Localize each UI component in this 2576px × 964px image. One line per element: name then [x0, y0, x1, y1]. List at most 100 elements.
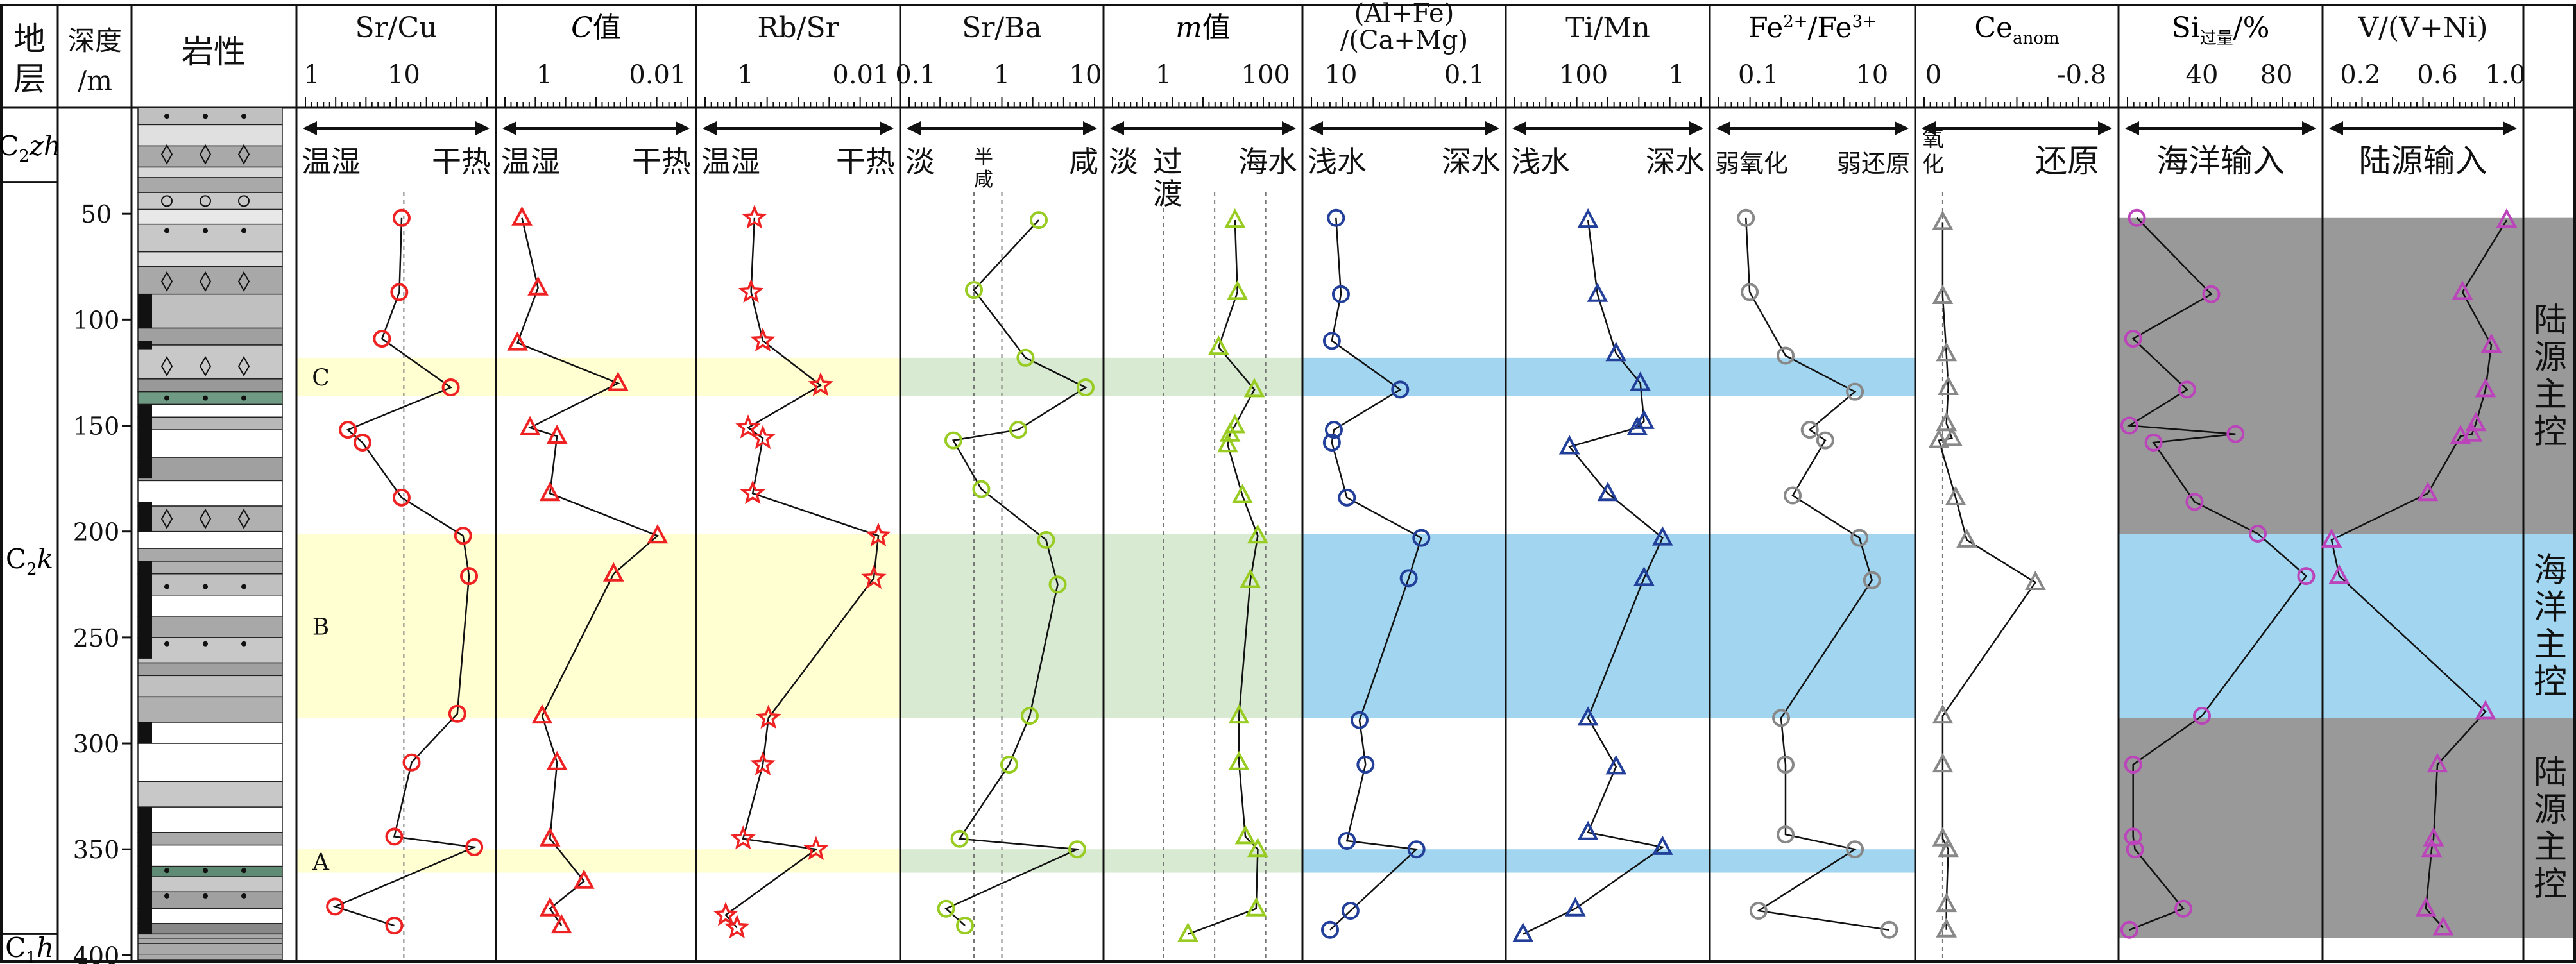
direction-label-al_fe: 浅水 [1308, 144, 1367, 179]
direction-label-mid-m_value: 过 [1153, 144, 1182, 179]
data-point-ti_mn [1577, 208, 1599, 228]
data-point-fe2_fe3 [1737, 208, 1755, 227]
data-point-m_value [1247, 524, 1268, 544]
data-point-ce_anom [1936, 342, 1958, 362]
lithology-dot [241, 893, 246, 899]
data-point-c_value [539, 897, 561, 917]
lithology-layer [137, 675, 283, 698]
data-point-sr_cu [441, 378, 460, 397]
lithology-layer [137, 561, 283, 575]
tick-label-sr_cu: 1 [303, 60, 320, 90]
tick-label-ti_mn: 100 [1559, 60, 1608, 90]
arrow-head-right [1282, 121, 1296, 135]
tick-label-m_value: 1 [1156, 60, 1172, 90]
side-label-char: 主 [2534, 626, 2567, 664]
lithology-dot [241, 395, 246, 401]
lithology-layer [137, 480, 283, 507]
lithology-diamond [237, 508, 250, 529]
data-point-m_value [1217, 433, 1238, 453]
data-point-fe2_fe3 [1777, 756, 1795, 774]
data-point-sr_ba [937, 899, 955, 918]
lithology-layer [137, 208, 283, 225]
data-point-ce_anom [1932, 752, 1954, 773]
series-line-sr_cu [332, 217, 477, 927]
highlight-band-C [696, 357, 900, 396]
data-point-sr_ba [965, 281, 984, 300]
data-point-sr_ba [955, 917, 974, 935]
arrow-head-left [2329, 121, 2343, 135]
data-point-ti_mn [1577, 706, 1599, 726]
direction-label-rb_sr: 干热 [836, 144, 895, 179]
arrow-head-left [1922, 121, 1936, 135]
lithology-layer [137, 166, 283, 178]
data-point-c_value [602, 562, 624, 582]
data-point-al_fe [1412, 529, 1431, 547]
direction-label-si_excess: 海洋输入 [2156, 142, 2285, 180]
lithology-layer [137, 223, 283, 253]
zone-band [2119, 718, 2576, 938]
data-point-al_fe [1322, 433, 1341, 452]
lithology-dot [164, 395, 169, 401]
data-point-fe2_fe3 [1800, 421, 1819, 439]
data-point-fe2_fe3 [1777, 346, 1795, 365]
lithology-layer [137, 124, 283, 147]
highlight-band-A [696, 849, 900, 873]
tick-label-al_fe: 0.1 [1444, 60, 1485, 90]
direction-label-ti_mn: 浅水 [1511, 144, 1570, 179]
arrow-head-right [475, 121, 490, 135]
panel-title-v_ratio: V/(V+Ni) [2357, 12, 2487, 44]
data-point-rb_sr [730, 825, 756, 850]
data-point-si_excess [2297, 567, 2316, 586]
data-point-sr_ba [1030, 211, 1048, 230]
data-point-sr_cu [465, 838, 484, 856]
data-point-rb_sr [861, 564, 887, 589]
series-line-sr_ba [944, 219, 1088, 927]
data-point-c_value [647, 524, 669, 544]
data-point-v_ratio [2415, 897, 2437, 917]
data-point-al_fe [1356, 756, 1375, 774]
data-point-si_excess [2124, 756, 2142, 774]
data-point-sr_ba [1000, 756, 1018, 774]
data-point-sr_cu [353, 433, 371, 452]
arrow-head-left [1110, 121, 1124, 135]
lithology-circle [238, 195, 250, 207]
data-point-sr_cu [448, 704, 466, 723]
highlight-band-B [1302, 534, 1506, 718]
data-point-al_fe [1338, 488, 1356, 507]
series-line-ce_anom [1938, 222, 2037, 930]
panel-title-c_value: C值 [571, 12, 621, 44]
highlight-band-C [496, 357, 696, 396]
lithology-dot [203, 893, 208, 899]
depth-header: 深度 [68, 25, 122, 56]
panel-title-m_value: m值 [1175, 12, 1231, 44]
panel-frames [0, 4, 2576, 963]
lithology-layer [137, 548, 283, 562]
band-label-B: B [312, 614, 329, 641]
data-point-si_excess [2120, 920, 2138, 939]
lithology-dot [203, 584, 208, 589]
panel-title-al_fe-bottom: /(Ca+Mg) [1340, 26, 1468, 55]
lithology-layer [137, 923, 283, 935]
zone-band [2119, 217, 2576, 534]
direction-label-v_ratio: 陆源输入 [2359, 142, 2487, 180]
data-point-sr_ba [1016, 348, 1035, 367]
highlight-bands [296, 217, 2576, 938]
data-point-rb_sr [750, 327, 776, 352]
data-point-al_fe [1331, 285, 1350, 303]
lithology-layer [137, 844, 283, 867]
data-point-fe2_fe3 [1816, 431, 1834, 450]
lithology-dot [164, 893, 169, 899]
highlight-band-B [1104, 534, 1302, 718]
data-point-si_excess [2174, 899, 2192, 918]
depth-tick-label: 200 [73, 518, 120, 546]
lithology-layer [137, 781, 283, 808]
data-point-fe2_fe3 [1846, 382, 1864, 401]
series-markers [326, 205, 2518, 942]
direction-label-sr_cu: 温湿 [302, 144, 361, 179]
data-point-al_fe [1399, 569, 1418, 588]
data-point-rb_sr [750, 751, 776, 775]
data-point-m_value [1234, 825, 1256, 845]
tick-label-sr_ba: 1 [994, 60, 1010, 90]
data-point-ce_anom [1936, 918, 1958, 938]
lithology-black-strip [138, 722, 152, 744]
